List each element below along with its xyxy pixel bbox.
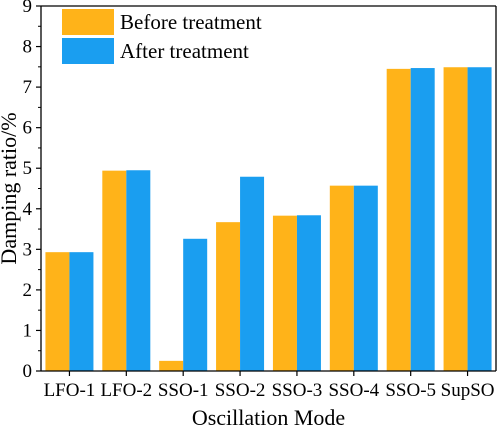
x-tick-label-sso-5: SSO-5: [385, 380, 436, 401]
bar-sso-2-after: [240, 176, 265, 371]
y-tick-label: 8: [23, 37, 33, 58]
x-tick-label-sso-4: SSO-4: [328, 380, 379, 401]
legend-swatch-before: [62, 9, 114, 35]
bar-sso-4-before: [329, 185, 354, 371]
y-tick-label: 4: [23, 199, 33, 220]
legend: Before treatment After treatment: [62, 9, 262, 64]
x-tick-label-supso: SupSO: [441, 380, 495, 401]
y-ticks-group: 0 1 2 3 4 5 6 7 8 9: [23, 0, 41, 382]
x-axis-title: Oscillation Mode: [192, 405, 345, 430]
y-tick-label: 1: [23, 320, 33, 341]
y-tick-label: 0: [23, 361, 33, 382]
bar-lfo-2-after: [126, 170, 151, 371]
bar-lfo-2-before: [102, 170, 127, 371]
x-tick-label-sso-3: SSO-3: [272, 380, 323, 401]
y-tick-label: 2: [23, 280, 33, 301]
y-tick-label: 9: [23, 0, 33, 17]
legend-label-after: After treatment: [120, 39, 249, 63]
x-tick-label-lfo-1: LFO-1: [44, 380, 96, 401]
y-tick-label: 3: [23, 239, 33, 260]
bar-sso-3-before: [272, 215, 297, 371]
bar-sso-1-after: [183, 238, 208, 371]
y-axis-title: Damping ratio/%: [0, 112, 21, 264]
legend-label-before: Before treatment: [120, 10, 262, 34]
x-tick-label-sso-1: SSO-1: [158, 380, 209, 401]
y-tick-label: 5: [23, 158, 33, 179]
bar-sso-5-after: [410, 68, 435, 372]
bar-sso-2-before: [216, 222, 241, 371]
bar-sso-3-after: [296, 215, 321, 371]
bars-group: [45, 67, 492, 372]
x-tick-label-lfo-2: LFO-2: [100, 380, 152, 401]
bar-supso-before: [443, 67, 468, 371]
bar-supso-after: [467, 67, 492, 371]
bar-sso-1-before: [159, 360, 184, 371]
legend-swatch-after: [62, 38, 114, 64]
bar-lfo-1-before: [45, 252, 70, 371]
bar-sso-5-before: [386, 68, 411, 371]
bar-sso-4-after: [353, 185, 378, 371]
bar-lfo-1-after: [69, 252, 94, 371]
y-tick-label: 6: [23, 118, 33, 139]
x-ticks-group: LFO-1 LFO-2 SSO-1 SSO-2 SSO-3 SSO-4 SSO-5 SupSO: [44, 371, 495, 401]
x-tick-label-sso-2: SSO-2: [215, 380, 266, 401]
y-tick-label: 7: [23, 77, 33, 98]
